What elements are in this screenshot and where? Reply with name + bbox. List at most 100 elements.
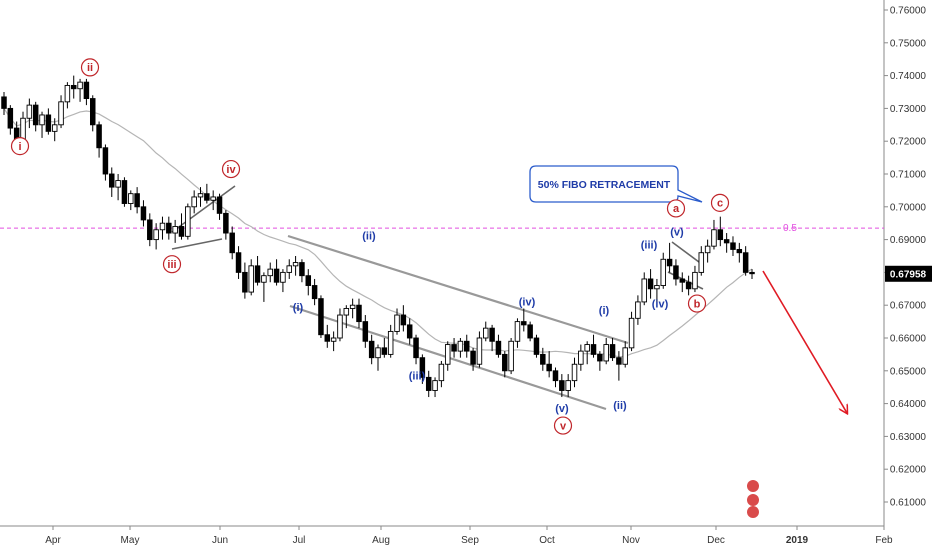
candle[interactable]: [248, 259, 254, 296]
candle[interactable]: [394, 308, 400, 335]
candle[interactable]: [102, 144, 109, 181]
candle[interactable]: [654, 278, 660, 302]
candle[interactable]: [267, 262, 273, 283]
candle[interactable]: [261, 272, 267, 302]
candle[interactable]: [311, 278, 318, 306]
candle[interactable]: [77, 78, 83, 102]
candle[interactable]: [438, 360, 445, 388]
candle[interactable]: [666, 242, 673, 273]
us-flag-icon[interactable]: [747, 480, 759, 492]
candle[interactable]: [552, 367, 559, 388]
candle[interactable]: [64, 82, 71, 109]
candle[interactable]: [717, 216, 724, 247]
candle[interactable]: [185, 203, 191, 240]
candle[interactable]: [470, 347, 476, 371]
candle[interactable]: [337, 308, 343, 342]
candle[interactable]: [578, 344, 584, 371]
candle[interactable]: [698, 246, 705, 276]
candle[interactable]: [343, 305, 350, 329]
candle[interactable]: [89, 95, 96, 132]
candle[interactable]: [153, 223, 159, 250]
candle[interactable]: [616, 351, 622, 381]
candle[interactable]: [39, 111, 45, 138]
candle[interactable]: [134, 187, 140, 214]
candle[interactable]: [419, 354, 426, 384]
candle[interactable]: [457, 338, 464, 358]
candle[interactable]: [628, 311, 635, 352]
candle[interactable]: [387, 324, 394, 358]
candle[interactable]: [533, 334, 540, 358]
candle[interactable]: [476, 331, 483, 368]
candle[interactable]: [622, 341, 628, 368]
candle[interactable]: [324, 324, 331, 348]
candle[interactable]: [749, 269, 755, 279]
candle[interactable]: [235, 246, 242, 279]
candle[interactable]: [178, 213, 185, 240]
candle[interactable]: [463, 334, 470, 358]
candle[interactable]: [704, 239, 711, 263]
candle[interactable]: [286, 259, 293, 279]
candle[interactable]: [26, 98, 33, 129]
candle[interactable]: [128, 190, 134, 211]
triangle-upper-line[interactable]: [171, 185, 236, 233]
us-flag-icon[interactable]: [747, 506, 759, 518]
candle[interactable]: [711, 219, 717, 250]
candle[interactable]: [540, 347, 546, 371]
candle[interactable]: [609, 338, 616, 361]
candle[interactable]: [299, 259, 305, 283]
candle[interactable]: [527, 321, 533, 342]
candle[interactable]: [305, 269, 312, 296]
candle[interactable]: [280, 269, 286, 293]
candle[interactable]: [121, 177, 128, 207]
candle[interactable]: [273, 259, 280, 286]
candle[interactable]: [318, 295, 324, 338]
candle[interactable]: [736, 242, 743, 263]
candle[interactable]: [584, 341, 590, 365]
candle[interactable]: [590, 334, 597, 358]
candle[interactable]: [70, 75, 77, 99]
candle[interactable]: [502, 351, 508, 378]
candle[interactable]: [495, 334, 502, 358]
candle[interactable]: [368, 334, 375, 365]
candle[interactable]: [45, 108, 52, 135]
candle[interactable]: [210, 190, 216, 211]
candle[interactable]: [559, 374, 565, 398]
candle[interactable]: [483, 321, 489, 342]
candle[interactable]: [159, 216, 166, 240]
candle[interactable]: [223, 210, 229, 240]
candle[interactable]: [83, 78, 90, 106]
candle[interactable]: [191, 190, 197, 214]
candle[interactable]: [508, 338, 514, 375]
candle[interactable]: [565, 374, 571, 398]
candle[interactable]: [546, 351, 552, 378]
time-axis[interactable]: Apr May Jun Jul Aug Sep Oct Nov Dec 2019 Feb: [45, 526, 893, 546]
candle[interactable]: [172, 219, 178, 243]
candle[interactable]: [603, 338, 609, 365]
candle[interactable]: [254, 256, 261, 286]
candle[interactable]: [514, 318, 521, 348]
candle[interactable]: [425, 370, 432, 398]
candlestick-series[interactable]: [1, 75, 755, 398]
candle[interactable]: [489, 324, 495, 352]
us-flag-icon[interactable]: [747, 494, 759, 506]
candle[interactable]: [51, 118, 58, 142]
candle[interactable]: [451, 338, 457, 358]
candle[interactable]: [635, 295, 641, 325]
candle[interactable]: [647, 269, 654, 299]
candle[interactable]: [673, 259, 679, 286]
candle[interactable]: [641, 272, 647, 306]
candle[interactable]: [381, 338, 388, 358]
candle[interactable]: [330, 331, 337, 352]
candle[interactable]: [660, 252, 667, 289]
candle[interactable]: [115, 174, 121, 201]
candle[interactable]: [356, 298, 362, 329]
event-flags[interactable]: [747, 480, 759, 518]
candle[interactable]: [432, 377, 438, 398]
candle[interactable]: [571, 357, 578, 388]
candle[interactable]: [685, 275, 692, 296]
candle[interactable]: [742, 246, 749, 276]
candle[interactable]: [197, 187, 204, 207]
triangle-lower-line[interactable]: [171, 238, 223, 250]
